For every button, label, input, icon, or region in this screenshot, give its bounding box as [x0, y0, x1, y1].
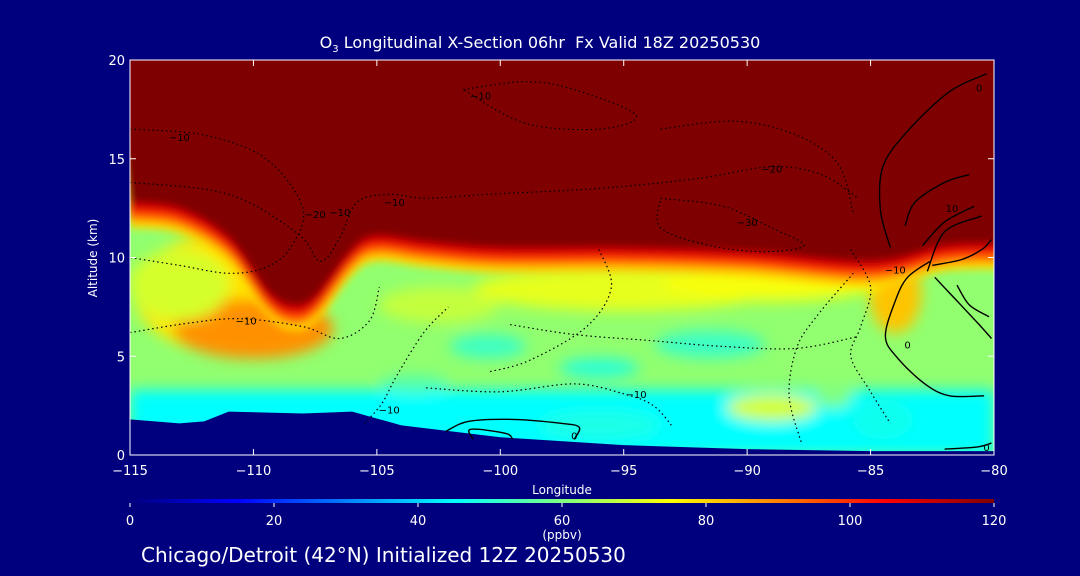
x-tick-label: −90: [733, 464, 760, 479]
contour-line-solid: [884, 260, 985, 398]
contour-line-solid: [944, 442, 992, 450]
terrain-mask: [130, 411, 994, 455]
ozone-anomaly: [726, 394, 817, 421]
ozone-anomaly: [378, 286, 499, 323]
contour-line-solid: [921, 205, 975, 247]
contour-line-solid: [926, 215, 982, 272]
colorbar-tick-label: 40: [410, 514, 427, 529]
contour-line-dotted: [850, 249, 891, 424]
colorbar-tick-label: 100: [838, 514, 863, 529]
contour-line-solid: [445, 418, 581, 440]
contour-line-solid: [468, 428, 514, 440]
contour-line-solid: [878, 73, 987, 248]
contour-line-dotted: [660, 120, 854, 215]
contour-line-dotted: [130, 286, 380, 340]
x-axis-label: Longitude: [532, 483, 592, 497]
contour-line-solid: [956, 284, 990, 318]
tropopause-gradient: [130, 60, 994, 332]
y-tick-label: 0: [117, 449, 125, 464]
contour-lines: [130, 73, 993, 450]
contour-label: 10: [946, 204, 959, 215]
contour-label: −30: [737, 218, 758, 229]
ozone-anomaly: [655, 330, 766, 359]
ozone-anomaly: [130, 249, 230, 322]
contour-line-dotted: [130, 166, 859, 262]
ozone-field: [130, 60, 994, 455]
contour-label: −10: [885, 265, 906, 276]
y-tick-label: 10: [108, 252, 125, 267]
contour-label: −20: [761, 165, 782, 176]
contour-label: −10: [379, 406, 400, 417]
x-tick-label: −110: [236, 464, 272, 479]
contour-label: −10: [470, 92, 491, 103]
contour-line-solid: [932, 239, 993, 267]
contour-label: 0: [976, 84, 982, 95]
colorbar-tick-label: 60: [554, 514, 571, 529]
x-tick-label: −100: [482, 464, 518, 479]
contour-line-dotted: [510, 324, 859, 350]
contour-label: 0: [904, 340, 910, 351]
y-tick-label: 5: [117, 350, 125, 365]
y-axis-label: Altitude (km): [86, 219, 100, 298]
contour-label: −10: [235, 317, 256, 328]
field-blend: [130, 233, 994, 455]
ozone-anomaly: [539, 411, 660, 440]
ozone-anomaly: [852, 399, 913, 440]
y-tick-label: 15: [108, 153, 125, 168]
ozone-anomaly: [559, 358, 640, 379]
contour-line-dotted: [788, 272, 854, 444]
x-tick-label: −85: [857, 464, 884, 479]
x-tick-label: −105: [359, 464, 395, 479]
contour-line-solid: [934, 276, 993, 339]
contour-label: 0: [983, 443, 989, 454]
chart-title: O3 Longitudinal X-Section 06hr Fx Valid …: [319, 33, 761, 56]
contour-label: −10: [329, 208, 350, 219]
colorbar-units: (ppbv): [542, 528, 581, 542]
ozone-anomaly: [449, 334, 526, 359]
colorbar-tick-label: 0: [126, 514, 134, 529]
stratospheric-ozone-band: [130, 60, 994, 306]
colorbar-tick-label: 80: [698, 514, 715, 529]
x-tick-label: −80: [980, 464, 1007, 479]
contour-label: −10: [626, 390, 647, 401]
footer-location-init: Chicago/Detroit (42°N) Initialized 12Z 2…: [141, 543, 626, 567]
contour-label: −20: [305, 210, 326, 221]
contour-label: −10: [384, 198, 405, 209]
x-tick-label: −115: [112, 464, 148, 479]
colorbar-tick-label: 20: [266, 514, 283, 529]
contour-label: −10: [169, 133, 190, 144]
colorbar-ramp: [130, 499, 994, 503]
contour-line-dotted: [487, 249, 613, 373]
colorbar-tick-label: 120: [982, 514, 1007, 529]
x-tick-label: −95: [610, 464, 637, 479]
contour-line-solid: [904, 173, 970, 227]
colorbar: 0 20 40 60 80 100 120 (ppbv): [126, 499, 1007, 542]
y-tick-label: 20: [108, 54, 125, 69]
ozone-anomaly: [815, 383, 852, 408]
contour-label: 0: [571, 431, 577, 442]
